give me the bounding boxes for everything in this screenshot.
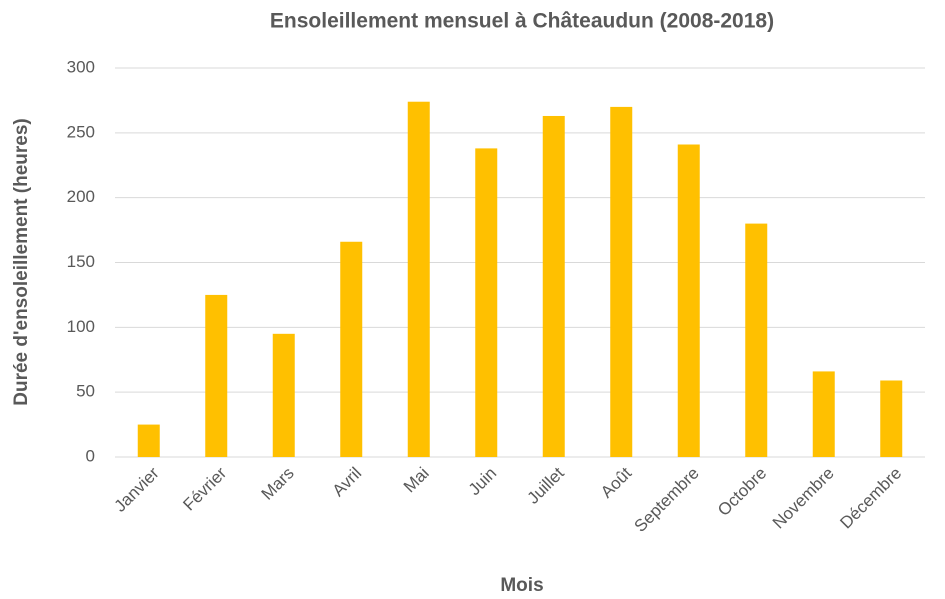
- x-tick-label: Septembre: [631, 464, 703, 536]
- x-tick-label: Novembre: [769, 464, 838, 533]
- x-tick-label: Mai: [400, 464, 433, 497]
- bar: [205, 294, 228, 457]
- bar: [610, 106, 633, 458]
- x-tick-label: Juillet: [524, 463, 568, 507]
- x-axis-title: Mois: [500, 575, 543, 596]
- y-tick-label: 300: [67, 57, 95, 76]
- x-tick-label: Mars: [258, 464, 298, 504]
- bar: [407, 101, 430, 458]
- y-tick-label: 0: [86, 446, 95, 465]
- bar: [745, 223, 768, 457]
- y-tick-label: 200: [67, 187, 95, 206]
- bar: [542, 115, 565, 457]
- bar: [880, 380, 903, 457]
- x-tick-label: Avril: [329, 464, 366, 501]
- bar: [677, 144, 700, 457]
- bar: [137, 424, 160, 457]
- x-tick-label: Janvier: [111, 463, 163, 515]
- y-tick-label: 50: [76, 382, 95, 401]
- x-tick-label: Octobre: [714, 464, 770, 520]
- x-tick-label: Décembre: [836, 464, 905, 533]
- bar: [340, 241, 363, 457]
- x-tick-label: Août: [597, 463, 635, 501]
- x-tick-label: Février: [179, 463, 230, 514]
- y-axis-title: Durée d'ensoleillement (heures): [11, 118, 32, 406]
- y-tick-label: 250: [67, 122, 95, 141]
- y-tick-label: 100: [67, 317, 95, 336]
- chart-title: Ensoleillement mensuel à Châteaudun (200…: [270, 10, 774, 33]
- y-tick-label: 150: [67, 252, 95, 271]
- x-tick-label: Juin: [465, 464, 500, 499]
- bar: [812, 371, 835, 457]
- bar: [272, 333, 295, 457]
- bar: [475, 148, 498, 458]
